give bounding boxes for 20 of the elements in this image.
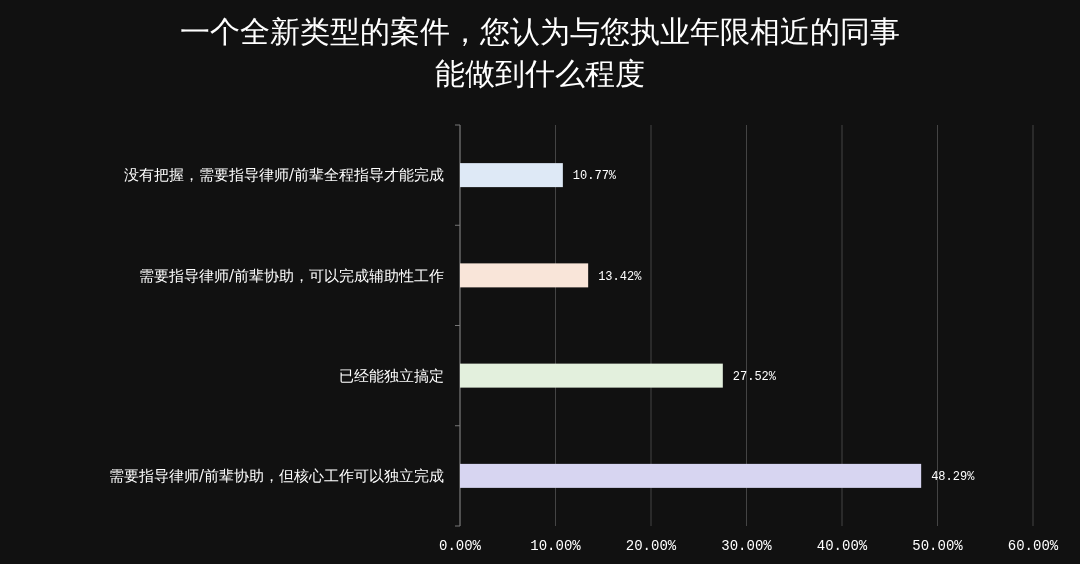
data-label: 27.52% <box>732 369 777 384</box>
x-tick-label: 0.00% <box>438 538 482 554</box>
y-tick-label: 没有把握，需要指导律师/前辈全程指导才能完成 <box>123 166 444 185</box>
x-tick-label: 50.00% <box>912 538 964 554</box>
bar <box>460 263 589 288</box>
y-tick-label: 已经能独立搞定 <box>339 366 444 385</box>
chart-title: 一个全新类型的案件，您认为与您执业年限相近的同事能做到什么程度 <box>180 14 900 91</box>
x-tick-label: 60.00% <box>1007 538 1059 554</box>
data-label: 48.29% <box>931 470 976 485</box>
x-tick-label: 10.00% <box>530 538 582 554</box>
x-tick-label: 40.00% <box>816 538 868 554</box>
bar <box>460 463 922 488</box>
x-tick-label: 20.00% <box>625 538 677 554</box>
bar <box>460 163 563 188</box>
y-tick-label: 需要指导律师/前辈协助，可以完成辅助性工作 <box>138 266 444 285</box>
data-label: 13.42% <box>598 269 643 284</box>
data-label: 10.77% <box>572 169 617 184</box>
y-tick-label: 需要指导律师/前辈协助，但核心工作可以独立完成 <box>108 467 444 486</box>
bar <box>460 363 723 388</box>
x-tick-label: 30.00% <box>721 538 773 554</box>
